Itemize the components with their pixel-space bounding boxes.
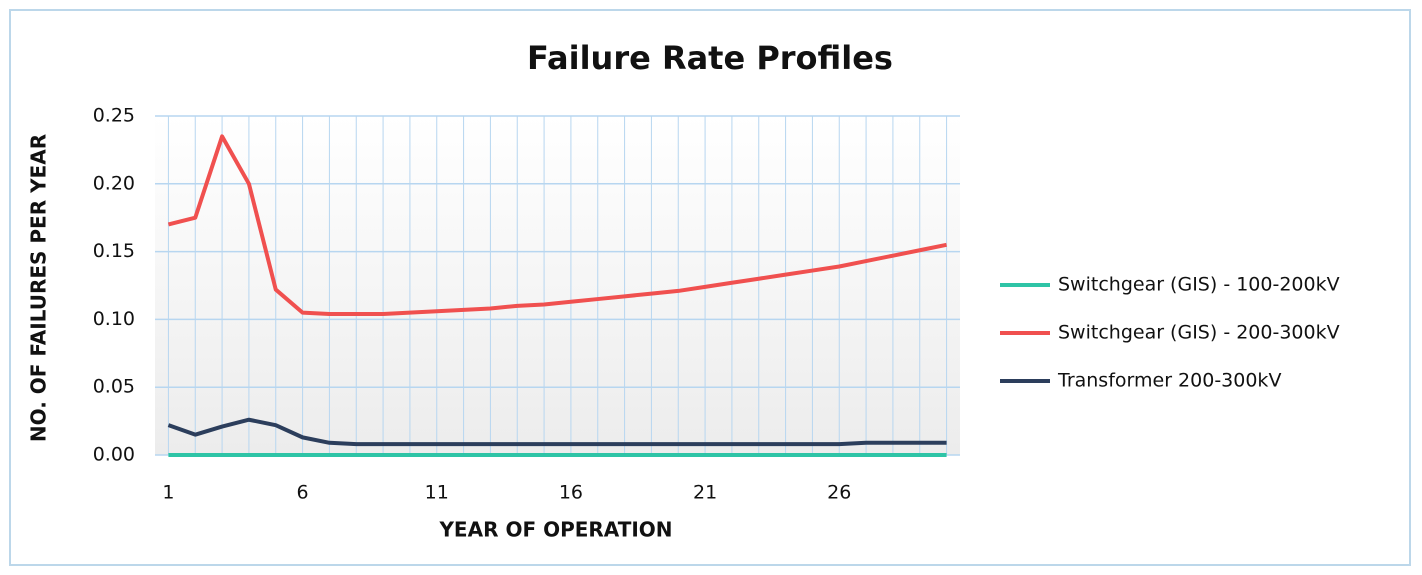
x-tick-label: 11 xyxy=(425,482,449,504)
x-tick-label: 16 xyxy=(559,482,583,504)
y-tick-label: 0.25 xyxy=(93,105,135,127)
x-tick-label: 21 xyxy=(693,482,717,504)
legend-label: Switchgear (GIS) - 200-300kV xyxy=(1058,322,1340,344)
y-tick-label: 0.00 xyxy=(93,444,135,466)
x-axis-label: YEAR OF OPERATION xyxy=(438,518,672,542)
x-tick-label: 6 xyxy=(297,482,309,504)
y-tick-label: 0.15 xyxy=(93,240,135,262)
legend-label: Switchgear (GIS) - 100-200kV xyxy=(1058,274,1340,296)
legend-label: Transformer 200-300kV xyxy=(1057,370,1281,392)
plot-area xyxy=(155,116,960,455)
y-axis-label: NO. OF FAILURES PER YEAR xyxy=(27,134,51,442)
y-tick-label: 0.10 xyxy=(93,308,135,330)
chart-title: Failure Rate Profiles xyxy=(527,39,893,77)
x-tick-label: 1 xyxy=(162,482,174,504)
series-line xyxy=(167,417,947,447)
x-tick-label: 26 xyxy=(827,482,851,504)
y-tick-label: 0.20 xyxy=(93,172,135,194)
y-tick-label: 0.05 xyxy=(93,376,135,398)
series-line xyxy=(167,134,947,316)
